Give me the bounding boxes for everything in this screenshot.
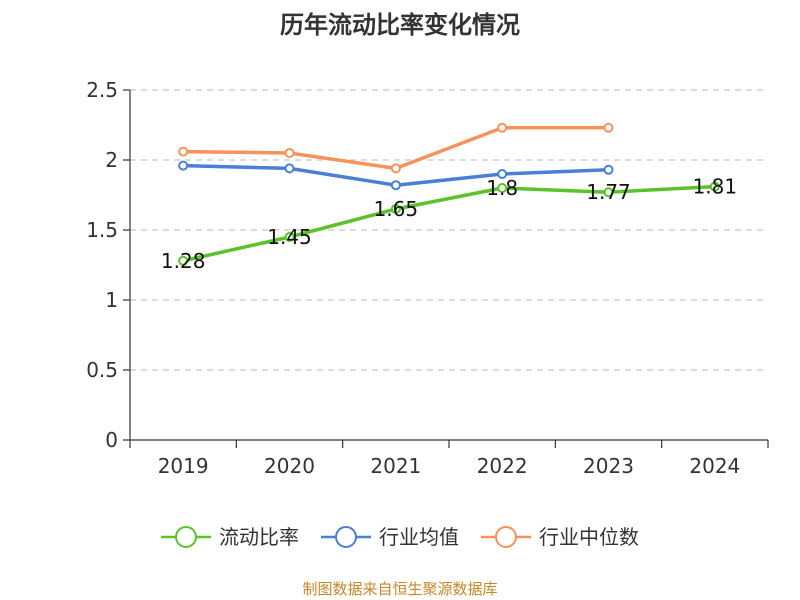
chart-title: 历年流动比率变化情况 <box>280 11 520 39</box>
data-label: 1.77 <box>586 180 631 204</box>
x-tick-label: 2019 <box>158 454 209 478</box>
data-label: 1.81 <box>693 175 738 199</box>
data-label: 1.45 <box>267 225 312 249</box>
data-point <box>497 183 508 193</box>
legend-label: 行业均值 <box>379 525 459 549</box>
data-point <box>603 122 614 133</box>
data-label: 1.65 <box>374 197 419 221</box>
data-point <box>390 180 401 191</box>
series-line <box>181 184 717 263</box>
series-lines <box>178 122 720 266</box>
data-label: 1.28 <box>161 249 206 273</box>
legend-item[interactable]: 流动比率 <box>161 525 299 549</box>
legend[interactable]: 流动比率 行业均值 行业中位数 <box>161 525 639 549</box>
data-point <box>284 148 295 158</box>
data-point <box>497 169 508 179</box>
data-point <box>178 160 189 171</box>
data-point <box>284 163 295 174</box>
legend-marker <box>495 526 517 548</box>
data-point <box>497 122 508 133</box>
legend-label: 行业中位数 <box>539 525 639 549</box>
x-tick-label: 2022 <box>477 454 528 478</box>
x-tick-label: 2020 <box>264 454 315 478</box>
legend-marker <box>175 526 197 548</box>
x-tick-label: 2023 <box>583 454 634 478</box>
x-tick-label: 2021 <box>370 454 421 478</box>
y-tick-label: 0.5 <box>86 358 118 382</box>
data-point <box>178 146 189 157</box>
series-line <box>181 126 611 171</box>
data-labels: 1.28 1.45 1.65 1.8 1.77 1.81 <box>161 175 737 273</box>
grid <box>130 89 768 371</box>
source-note: 制图数据来自恒生聚源数据库 <box>302 580 498 598</box>
data-point <box>178 255 189 266</box>
y-tick-label: 1.5 <box>86 218 118 242</box>
legend-item[interactable]: 行业中位数 <box>481 525 639 549</box>
data-point <box>603 164 614 175</box>
data-label: 1.8 <box>486 176 518 200</box>
data-point <box>709 181 720 192</box>
legend-item[interactable]: 行业均值 <box>321 525 459 549</box>
y-tick-label: 0 <box>105 428 118 452</box>
y-tick-label: 2.5 <box>86 78 118 102</box>
axes: 0 0.5 1 1.5 2 2.5 2019 2020 2021 2022 2023 2024 <box>86 78 769 478</box>
data-point <box>390 204 401 214</box>
legend-marker <box>335 526 357 548</box>
data-point <box>603 187 614 198</box>
y-tick-label: 1 <box>105 288 118 312</box>
legend-label: 流动比率 <box>219 525 299 549</box>
y-tick-label: 2 <box>105 148 118 172</box>
data-point <box>390 163 401 174</box>
data-point <box>284 232 295 242</box>
x-tick-label: 2024 <box>689 454 740 478</box>
